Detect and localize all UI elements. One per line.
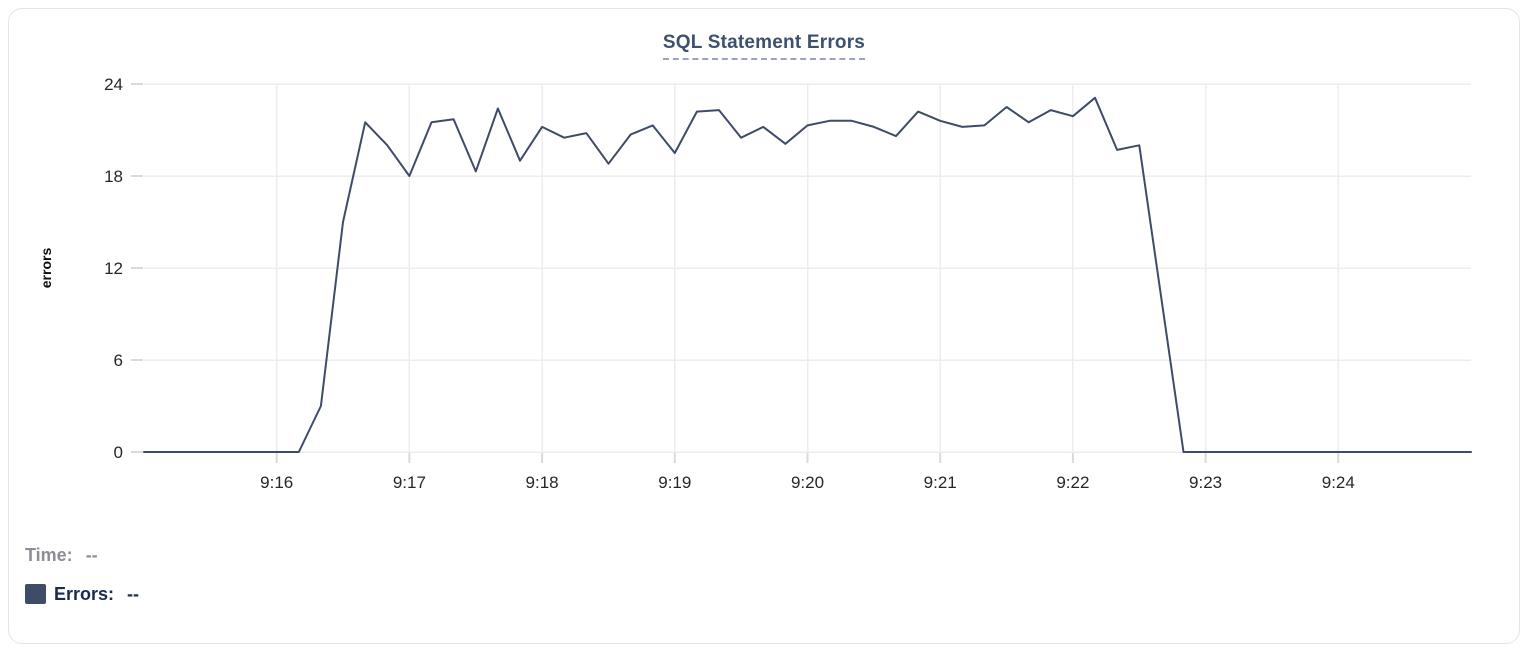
sql-statement-errors-line-chart: 0 6 12 18 24 9:16 9:17 9:18 9:19 9:20 9:21 9:22 9:23…	[38, 75, 1472, 492]
y-tick-label: 0	[114, 443, 123, 462]
legend-time-row: Time: --	[25, 545, 1519, 565]
x-tick-label: 9:21	[924, 473, 957, 492]
y-tick-label: 18	[104, 167, 123, 186]
x-tick-label: 9:19	[658, 473, 691, 492]
legend-time-value: --	[85, 545, 98, 565]
legend-time-label: Time:	[25, 545, 73, 565]
x-tick-label: 9:23	[1189, 473, 1222, 492]
chart-title[interactable]: SQL Statement Errors	[662, 32, 866, 60]
y-axis-title: errors	[38, 248, 54, 289]
x-tick-label: 9:24	[1322, 473, 1355, 492]
y-tick-label: 12	[104, 259, 123, 278]
chart-card: SQL Statement Errors 0 6 12 18 24 9:16 9:17 9:1…	[8, 8, 1520, 644]
chart-legend: Time: -- Errors: --	[9, 519, 1519, 604]
legend-errors-row[interactable]: Errors: --	[25, 584, 1519, 604]
x-tick-label: 9:16	[260, 473, 293, 492]
y-tick-label: 6	[114, 351, 123, 370]
chart-header: SQL Statement Errors	[9, 9, 1519, 69]
x-tick-label: 9:22	[1056, 473, 1089, 492]
x-tick-label: 9:17	[393, 473, 426, 492]
x-tick-label: 9:18	[526, 473, 559, 492]
y-tick-label: 24	[104, 75, 123, 94]
errors-series-line	[143, 96, 1472, 453]
x-tick-label: 9:20	[791, 473, 824, 492]
legend-errors-label: Errors:	[54, 584, 115, 604]
legend-errors-value: --	[127, 584, 140, 604]
errors-series-swatch	[25, 584, 46, 604]
